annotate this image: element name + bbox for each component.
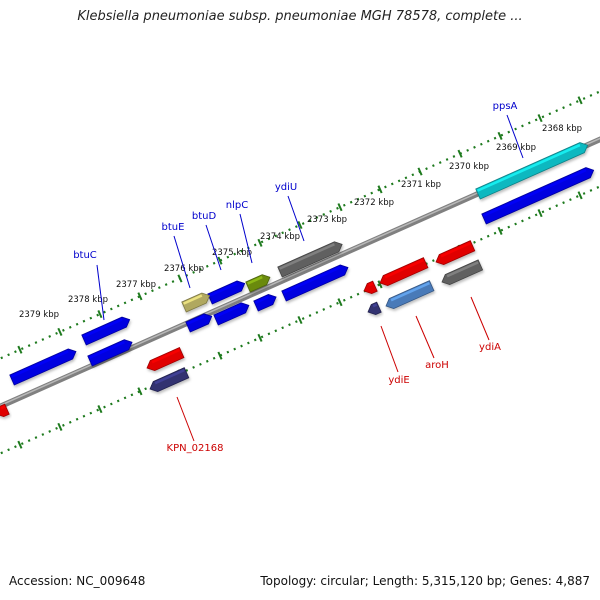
ruler-label: 2373 kbp <box>307 215 347 225</box>
ruler-tick <box>17 440 23 449</box>
ruler-label: 2370 kbp <box>449 162 489 172</box>
ruler-tick <box>57 422 63 431</box>
ruler-tick <box>97 405 103 414</box>
ruler-tick <box>257 238 263 247</box>
gene-arrow-reverse-icon <box>149 367 190 393</box>
ruler-tick <box>97 310 103 319</box>
map-title: Klebsiella pneumoniae subsp. pneumoniae … <box>77 9 523 24</box>
gene-arrow-reverse-icon <box>363 280 378 295</box>
ruler-label: 2371 kbp <box>401 180 441 190</box>
gene-arrow-forward-icon <box>281 264 349 302</box>
ruler-tick <box>417 167 423 176</box>
ruler-tick <box>337 298 343 307</box>
ruler-tick <box>577 96 583 105</box>
ruler-tick <box>137 387 143 396</box>
gene-arrow-reverse-icon <box>0 403 10 418</box>
ruler-tick <box>177 274 183 283</box>
ruler-label: 2378 kbp <box>68 295 108 305</box>
ruler-tick <box>337 203 343 212</box>
ruler-tick <box>377 280 383 289</box>
gene-label-reverse: aroH <box>425 360 449 371</box>
gene-arrow-forward-icon <box>185 313 213 333</box>
gene-arrow-reverse-icon <box>435 240 476 266</box>
gene-label-reverse: ydiA <box>479 342 501 353</box>
label-leader-line <box>173 235 191 289</box>
ruler-label: 2375 kbp <box>212 248 252 258</box>
ruler-label: 2368 kbp <box>542 124 582 134</box>
gene-arrow-forward-icon <box>277 241 343 278</box>
ruler-tick <box>377 185 383 194</box>
label-leader-line <box>205 224 222 271</box>
ruler-tick <box>537 209 543 218</box>
label-leader-line <box>287 195 305 242</box>
gene-arrow-forward-icon <box>9 348 77 386</box>
gene-arrow-reverse-icon <box>146 346 185 372</box>
gene-label-forward: ydiU <box>275 182 297 193</box>
ruler-tick <box>17 345 23 354</box>
ruler-label: 2369 kbp <box>496 143 536 153</box>
gene-label-forward: ppsA <box>493 101 518 112</box>
label-leader-line <box>176 396 195 442</box>
gene-label-reverse: KPN_02168 <box>167 443 224 454</box>
gene-arrow-forward-icon <box>253 294 277 312</box>
gene-arrow-forward-icon <box>87 339 133 367</box>
ruler-tick <box>497 226 503 235</box>
gene-label-reverse: ydiE <box>388 375 409 386</box>
ruler-tick <box>217 351 223 360</box>
ruler-tick <box>217 256 223 265</box>
ruler-tick <box>577 191 583 200</box>
gene-label-forward: btuD <box>192 211 217 222</box>
label-leader-line <box>96 264 105 321</box>
genome-summary-text: Topology: circular; Length: 5,315,120 bp… <box>260 574 590 588</box>
gene-label-forward: btuC <box>73 250 97 261</box>
gene-label-forward: btuE <box>162 222 185 233</box>
genome-backbone <box>0 136 600 410</box>
ruler-tick <box>257 333 263 342</box>
label-leader-line <box>415 315 435 359</box>
gene-arrow-forward-icon <box>181 292 211 313</box>
ruler-label: 2377 kbp <box>116 280 156 290</box>
ruler-tick <box>457 149 463 158</box>
gene-arrow-forward-icon <box>207 280 246 305</box>
gene-arrow-reverse-icon <box>379 257 429 287</box>
accession-text: Accession: NC_009648 <box>9 574 146 588</box>
ruler-label: 2372 kbp <box>354 198 394 208</box>
ruler-label: 2374 kbp <box>260 232 300 242</box>
label-leader-line <box>506 114 524 159</box>
ruler-tick <box>297 220 303 230</box>
gene-arrow-forward-icon <box>81 316 131 346</box>
label-leader-line <box>380 325 399 373</box>
ruler-tick <box>137 292 143 301</box>
label-leader-line <box>470 296 490 341</box>
ruler-tick <box>537 114 543 123</box>
ruler-label: 2379 kbp <box>19 310 59 320</box>
gene-arrow-forward-icon <box>475 142 589 200</box>
gene-arrow-forward-icon <box>245 274 271 293</box>
label-leader-line <box>239 213 253 264</box>
gene-arrow-forward-icon <box>481 167 595 225</box>
gene-arrow-reverse-icon <box>367 301 382 316</box>
ruler-tick <box>497 131 503 140</box>
genome-backbone-highlight <box>0 137 600 407</box>
ruler-tick <box>57 327 63 336</box>
gene-arrow-reverse-icon <box>385 280 435 310</box>
gene-label-forward: nlpC <box>226 200 248 211</box>
gene-arrow-forward-icon <box>213 302 250 326</box>
ruler-tick <box>297 315 303 325</box>
gene-arrow-reverse-icon <box>441 259 484 286</box>
